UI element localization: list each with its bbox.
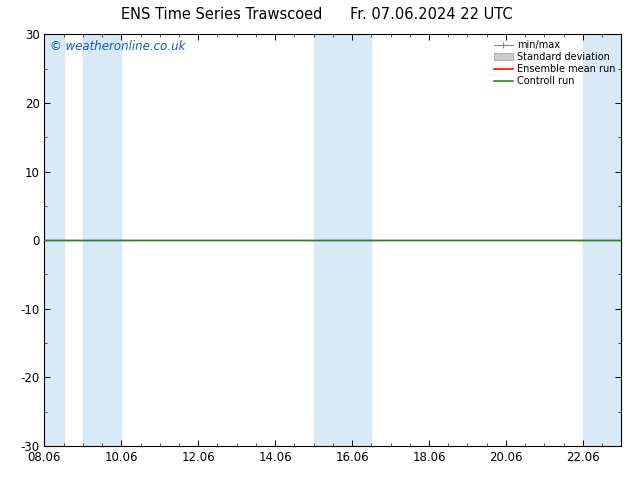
Bar xyxy=(583,34,621,446)
Bar xyxy=(314,34,372,446)
Text: ENS Time Series Trawscoed      Fr. 07.06.2024 22 UTC: ENS Time Series Trawscoed Fr. 07.06.2024… xyxy=(121,7,513,23)
Bar xyxy=(83,34,121,446)
Text: © weatheronline.co.uk: © weatheronline.co.uk xyxy=(50,41,186,53)
Bar xyxy=(44,34,63,446)
Legend: min/max, Standard deviation, Ensemble mean run, Controll run: min/max, Standard deviation, Ensemble me… xyxy=(489,36,619,90)
